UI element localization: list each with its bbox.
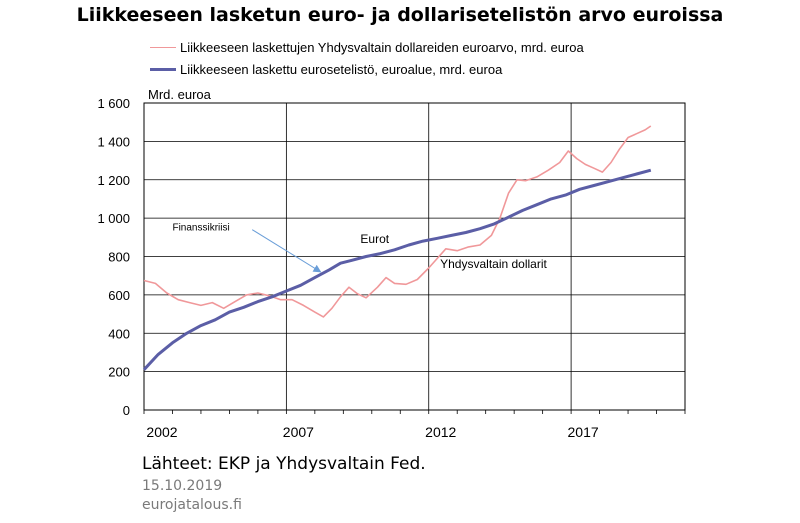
y-tick-label: 400 xyxy=(108,326,130,341)
x-tick-label: 2002 xyxy=(146,424,177,440)
y-tick-label: 600 xyxy=(108,288,130,303)
legend-label-usd: Liikkeeseen laskettujen Yhdysvaltain dol… xyxy=(180,40,584,55)
annotation-label: Finanssikriisi xyxy=(172,223,229,234)
y-tick-label: 200 xyxy=(108,365,130,380)
legend-swatch-usd xyxy=(150,47,176,48)
legend-item-eur: Liikkeeseen laskettu eurosetelistö, euro… xyxy=(150,62,502,77)
site-name: eurojatalous.fi xyxy=(142,497,242,513)
legend-swatch-eur xyxy=(150,68,176,71)
plot-frame xyxy=(143,102,686,411)
x-tick-label: 2012 xyxy=(425,424,456,440)
chart-title: Liikkeeseen lasketun euro- ja dollariset… xyxy=(76,4,724,26)
x-tick-marks xyxy=(143,410,686,414)
series-line-eur xyxy=(142,168,652,371)
y-tick-label: 1 000 xyxy=(97,211,130,226)
y-axis-labels: 0 200 400 600 800 1 000 1 200 1 400 1 600 xyxy=(97,96,130,418)
annotation-label: Yhdysvaltain dollarit xyxy=(440,257,547,271)
x-tick-label: 2017 xyxy=(568,424,599,440)
publish-date: 15.10.2019 xyxy=(142,478,223,494)
y-tick-label: 1 600 xyxy=(97,96,130,111)
series-lines xyxy=(142,125,652,371)
y-tick-label: 800 xyxy=(108,250,130,265)
legend-item-usd: Liikkeeseen laskettujen Yhdysvaltain dol… xyxy=(150,40,584,55)
legend-label-eur: Liikkeeseen laskettu eurosetelistö, euro… xyxy=(180,62,503,77)
y-tick-label: 1 200 xyxy=(97,173,130,188)
y-tick-label: 1 400 xyxy=(97,134,130,149)
annotations: Finanssikriisi Eurot Yhdysvaltain dollarit xyxy=(172,223,548,273)
y-tick-label: 0 xyxy=(123,403,130,418)
grid xyxy=(144,103,685,410)
annotation-label: Eurot xyxy=(360,232,389,246)
source-note: Lähteet: EKP ja Yhdysvaltain Fed. xyxy=(142,454,426,474)
y-unit-label: Mrd. euroa xyxy=(148,87,212,102)
x-tick-label: 2007 xyxy=(283,424,314,440)
series-line-usd xyxy=(143,125,652,318)
x-axis-labels: 2002 2007 2012 2017 xyxy=(146,424,598,440)
crisis-arrow xyxy=(251,229,322,273)
